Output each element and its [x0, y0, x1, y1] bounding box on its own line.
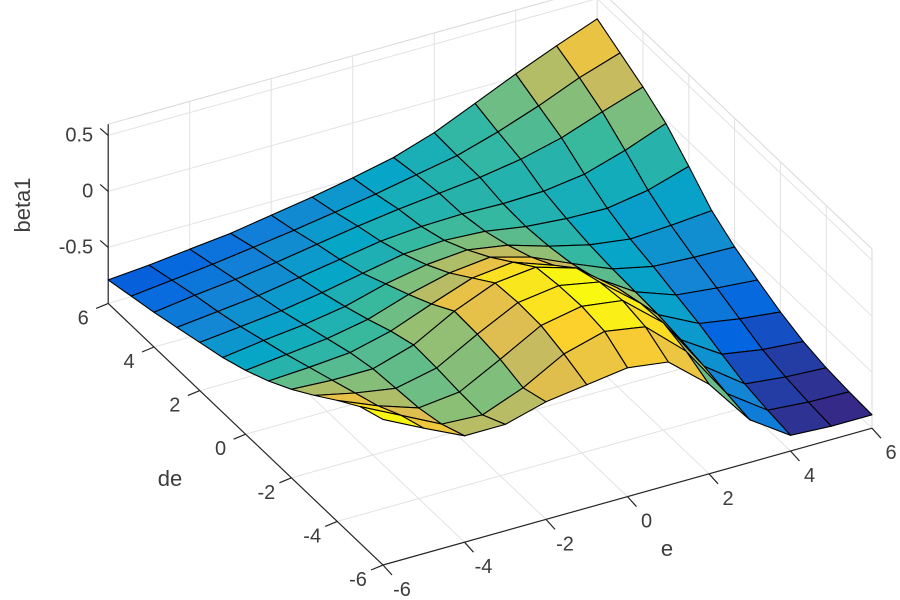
z-tick-label: 0.5	[65, 124, 93, 146]
y-tick-label: 2	[169, 395, 180, 417]
y-tick-label: -6	[349, 569, 367, 591]
y-tick-marks	[95, 302, 384, 571]
x-tick-label: -6	[393, 579, 411, 600]
x-tick-label: -4	[475, 556, 493, 578]
x-axis-label: e	[661, 536, 673, 561]
y-tick-label: -4	[303, 525, 321, 547]
surface-face	[359, 406, 425, 429]
y-axis-label: de	[158, 466, 182, 491]
y-tick-label: -2	[258, 482, 276, 504]
axis-labels: e de beta1	[10, 177, 673, 561]
x-tick-label: 2	[722, 488, 733, 510]
surface-mesh	[107, 18, 873, 437]
x-tick-label: 0	[641, 511, 652, 533]
z-axis-label: beta1	[10, 177, 35, 232]
y-tick-labels: -6 -4 -2 0 2 4 6	[78, 307, 367, 591]
z-tick-marks	[99, 127, 109, 248]
z-tick-labels: -0.5 0 0.5	[59, 124, 93, 258]
z-tick-label: 0	[82, 180, 93, 202]
x-tick-label: 4	[804, 465, 815, 487]
y-tick-label: 4	[123, 351, 134, 373]
x-tick-marks	[382, 427, 882, 576]
x-tick-label: -2	[556, 533, 574, 555]
y-tick-label: 0	[215, 438, 226, 460]
x-tick-labels: -6 -4 -2 0 2 4 6	[393, 442, 896, 600]
y-tick-label: 6	[78, 307, 89, 329]
box-edges	[108, 0, 873, 429]
x-tick-label: 6	[885, 442, 896, 464]
z-tick-label: -0.5	[59, 236, 93, 258]
